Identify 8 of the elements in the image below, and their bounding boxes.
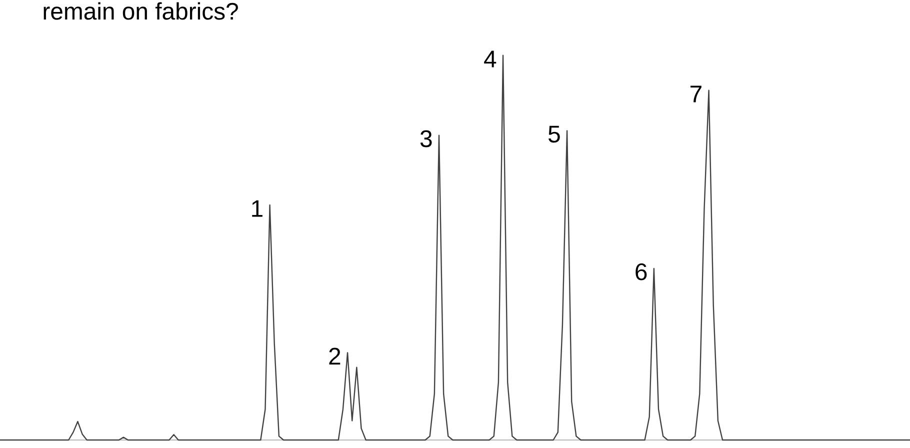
annotation: 1	[252, 200, 262, 217]
annotation: 2	[329, 348, 340, 364]
annotation: 7	[690, 86, 702, 102]
annotation: 3	[420, 130, 432, 148]
annotation: 6	[636, 263, 647, 280]
annotation: 5	[548, 126, 560, 143]
annotation: 4	[484, 50, 496, 68]
chart-title: remain on fabrics?	[44, 2, 238, 20]
